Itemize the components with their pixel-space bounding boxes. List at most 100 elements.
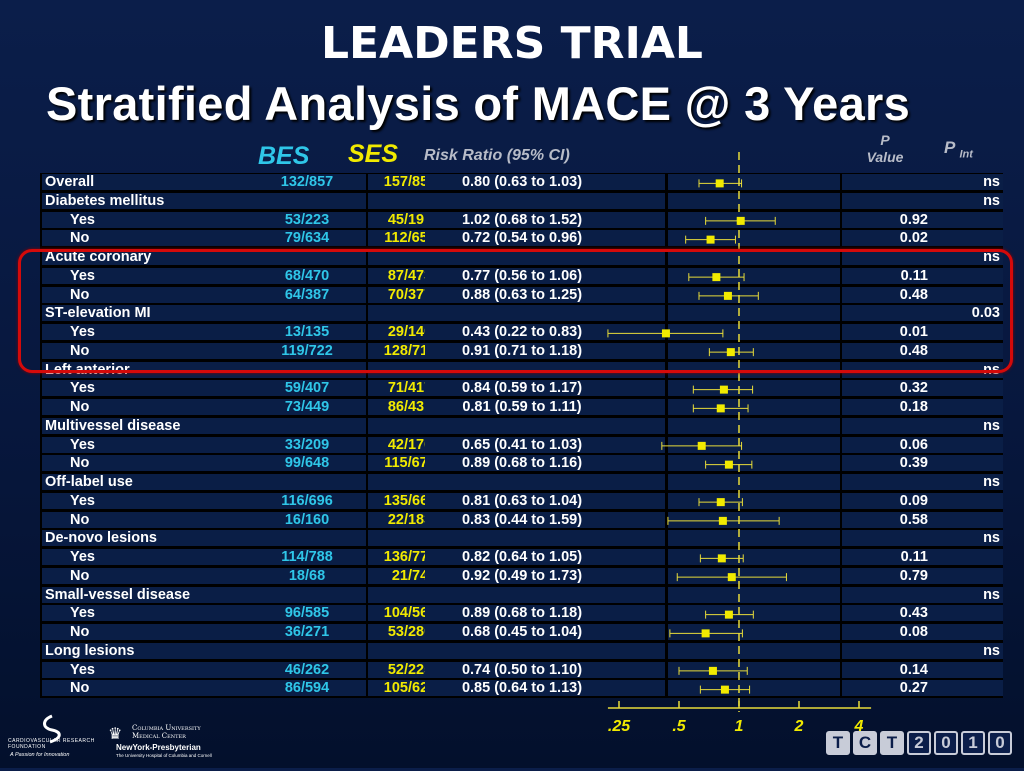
p-value: 0.08 — [842, 624, 930, 640]
risk-ratio-text: 0.82 (0.64 to 1.05) — [461, 549, 583, 565]
p-value — [842, 642, 930, 659]
cu-line1: Columbia University — [132, 724, 201, 732]
table-row: No 86/594 105/623 0.85 (0.64 to 1.13) 0.27 — [40, 679, 1003, 697]
risk-ratio-cell: 0.43 (0.22 to 0.83) — [425, 324, 665, 340]
x-tick-label: 1 — [735, 718, 744, 735]
risk-ratio-cell: 0.88 (0.63 to 1.25) — [425, 286, 665, 303]
risk-ratio-cell: 0.82 (0.64 to 1.05) — [425, 549, 665, 565]
p-interaction: ns — [930, 586, 1003, 603]
table-row: No 64/387 70/377 0.88 (0.63 to 1.25) 0.48 — [40, 286, 1003, 304]
p-value — [842, 192, 930, 209]
p-value — [842, 474, 930, 490]
plot-cell — [668, 342, 840, 359]
bes-events — [248, 530, 366, 547]
p-value: 0.32 — [842, 380, 930, 397]
risk-ratio-cell — [425, 586, 665, 603]
p-interaction: ns — [930, 249, 1003, 265]
risk-ratio-cell: 1.02 (0.68 to 1.52) — [425, 211, 665, 228]
row-label: No — [42, 286, 274, 303]
x-tick-label: .5 — [672, 718, 686, 735]
row-label: Yes — [42, 267, 274, 284]
table-row: No 73/449 86/431 0.81 (0.59 to 1.11) 0.18 — [40, 398, 1003, 416]
risk-ratio-text: 0.89 (0.68 to 1.16) — [461, 455, 583, 472]
bes-events: 64/387 — [248, 286, 366, 303]
p-value: 0.48 — [842, 286, 930, 303]
p-interaction: ns — [930, 417, 1003, 434]
plot-cell — [668, 530, 840, 547]
risk-ratio-cell: 0.91 (0.71 to 1.18) — [425, 342, 665, 359]
bes-events: 73/449 — [248, 399, 366, 415]
p-value — [842, 305, 930, 322]
crown-icon: ♛ — [108, 726, 123, 743]
p-value — [842, 586, 930, 603]
risk-ratio-text: 0.80 (0.63 to 1.03) — [461, 174, 583, 190]
row-label: No — [42, 399, 274, 415]
risk-ratio-cell — [425, 474, 665, 490]
p-value: 0.02 — [842, 230, 930, 247]
plot-cell — [668, 174, 840, 190]
p-interaction: ns — [930, 174, 1003, 190]
p-value: 0.06 — [842, 436, 930, 453]
crf-logo-text: CARDIOVASCULAR RESEARCH FOUNDATION — [8, 738, 95, 750]
p-value: 0.48 — [842, 342, 930, 359]
risk-ratio-cell — [425, 249, 665, 265]
bes-events: 96/585 — [248, 605, 366, 622]
risk-ratio-cell — [425, 417, 665, 434]
plot-cell — [668, 680, 840, 697]
risk-ratio-cell: 0.65 (0.41 to 1.03) — [425, 436, 665, 453]
plot-cell — [668, 361, 840, 378]
risk-ratio-cell — [425, 361, 665, 378]
risk-ratio-cell — [425, 530, 665, 547]
bes-events: 36/271 — [248, 624, 366, 640]
table-row: Off-label use ns — [40, 473, 1003, 491]
bes-events: 68/470 — [248, 267, 366, 284]
risk-ratio-text: 0.91 (0.71 to 1.18) — [461, 342, 583, 359]
row-label: Yes — [42, 492, 274, 509]
table-row: Yes 114/788 136/774 0.82 (0.64 to 1.05) 0.11 — [40, 548, 1003, 566]
bes-events — [248, 586, 366, 603]
table-row: Yes 68/470 87/473 0.77 (0.56 to 1.06) 0.11 — [40, 267, 1003, 285]
risk-ratio-text: 0.68 (0.45 to 1.04) — [461, 624, 583, 640]
tct-letter: 0 — [988, 731, 1012, 755]
header-p-int: P Int — [944, 138, 973, 160]
risk-ratio-cell: 0.81 (0.63 to 1.04) — [425, 492, 665, 509]
p-value — [842, 174, 930, 190]
header-p-int-sub: Int — [959, 148, 973, 161]
bes-events: 59/407 — [248, 380, 366, 397]
risk-ratio-text: 0.88 (0.63 to 1.25) — [461, 286, 583, 303]
row-label: No — [42, 511, 274, 528]
p-interaction: ns — [930, 530, 1003, 547]
row-label: De-novo lesions — [42, 530, 249, 547]
p-interaction — [930, 511, 1003, 528]
risk-ratio-text: 0.81 (0.63 to 1.04) — [461, 492, 583, 509]
p-interaction — [930, 567, 1003, 584]
p-interaction — [930, 324, 1003, 340]
header-bes: BES — [258, 142, 310, 170]
table-row: Yes 46/262 52/225 0.74 (0.50 to 1.10) 0.14 — [40, 661, 1003, 679]
row-label: Yes — [42, 211, 274, 228]
tct-letter: T — [880, 731, 904, 755]
p-value: 0.14 — [842, 661, 930, 678]
risk-ratio-cell: 0.77 (0.56 to 1.06) — [425, 267, 665, 284]
p-interaction — [930, 549, 1003, 565]
row-label: No — [42, 342, 274, 359]
p-interaction: ns — [930, 192, 1003, 209]
p-interaction — [930, 624, 1003, 640]
bes-events: 33/209 — [248, 436, 366, 453]
table-row: ST-elevation MI 0.03 — [40, 304, 1003, 322]
p-interaction — [930, 605, 1003, 622]
row-label: Acute coronary — [42, 249, 249, 265]
row-label: Off-label use — [42, 474, 249, 490]
plot-cell — [668, 324, 840, 340]
header-risk-ratio: Risk Ratio (95% CI) — [424, 147, 570, 164]
row-label: No — [42, 455, 274, 472]
bes-events: 132/857 — [248, 174, 366, 190]
table-row: Long lesions ns — [40, 642, 1003, 660]
risk-ratio-text: 0.77 (0.56 to 1.06) — [461, 267, 583, 284]
table-row: No 18/68 21/74 0.92 (0.49 to 1.73) 0.79 — [40, 567, 1003, 585]
bes-events: 114/788 — [248, 549, 366, 565]
table-row: De-novo lesions ns — [40, 529, 1003, 547]
risk-ratio-text: 0.84 (0.59 to 1.17) — [461, 380, 583, 397]
risk-ratio-cell: 0.89 (0.68 to 1.16) — [425, 455, 665, 472]
